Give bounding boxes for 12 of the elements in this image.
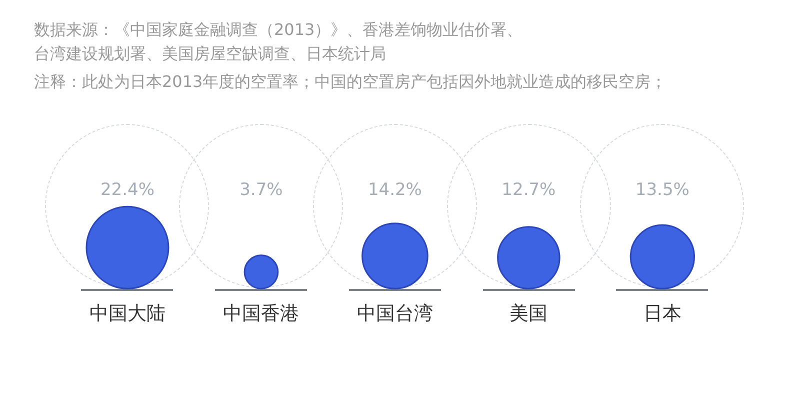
category-label: 中国香港 [223,302,300,325]
data-label: 12.7% [502,180,556,200]
source-note: 数据来源：《中国家庭金融调查（2013）》、香港差饷物业估价署、台湾建设规划署、美国房屋空缺调查、日本统计局 [34,19,524,65]
category-label: 美国 [510,302,548,325]
data-label: 22.4% [100,180,154,200]
category-label: 中国大陆 [89,302,166,325]
category-label: 中国台湾 [356,302,433,325]
data-label: 14.2% [368,180,422,200]
text: 注释：此处为日本2013年度的空置率；中国的空置房产包括因外地就业造成的移民空房； [34,71,667,93]
category-label: 日本 [643,302,682,325]
data-label: 13.5% [635,180,690,200]
data-label: 3.7% [240,180,283,200]
